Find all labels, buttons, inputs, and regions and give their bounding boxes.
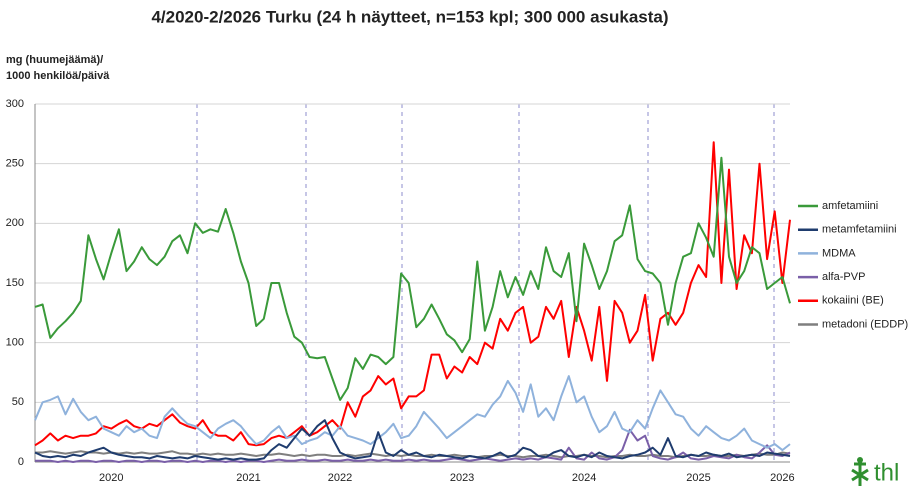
x-tick-label: 2026: [770, 472, 794, 484]
series-line: [34, 141, 791, 447]
logo-text: thl: [874, 459, 899, 486]
x-tick-label: 2024: [572, 472, 596, 484]
chart-title: 4/2020-2/2026 Turku (24 h näytteet, n=15…: [151, 7, 668, 26]
y-axis-label: 1000 henkilöä/päivä: [6, 70, 110, 82]
series-line: [34, 156, 791, 401]
y-tick-label: 200: [6, 217, 24, 229]
series-line: [35, 450, 791, 459]
y-tick-label: 150: [6, 277, 24, 289]
y-axis-label: mg (huumejäämä)/: [6, 54, 103, 66]
y-tick-label: 300: [6, 98, 24, 110]
legend-label: kokaiini (BE): [822, 295, 884, 307]
y-tick-label: 100: [6, 337, 24, 349]
legend-label: MDMA: [822, 247, 856, 259]
legend-label: amfetamiini: [822, 200, 878, 212]
legend-label: alfa-PVP: [822, 271, 865, 283]
plot-area: [35, 103, 790, 463]
logo: thl: [851, 457, 899, 486]
legend-label: metadoni (EDDP): [822, 318, 908, 330]
x-tick-label: 2020: [99, 472, 123, 484]
x-tick-label: 2022: [328, 472, 352, 484]
y-tick-label: 50: [12, 396, 24, 408]
y-tick-label: 250: [6, 158, 24, 170]
series-line: [35, 428, 791, 463]
x-tick-label: 2021: [236, 472, 260, 484]
x-tick-label: 2025: [686, 472, 710, 484]
series-line: [34, 375, 791, 452]
series-line: [34, 419, 791, 461]
legend-label: metamfetamiini: [822, 224, 897, 236]
y-tick-label: 0: [18, 456, 24, 468]
x-tick-label: 2023: [450, 472, 474, 484]
